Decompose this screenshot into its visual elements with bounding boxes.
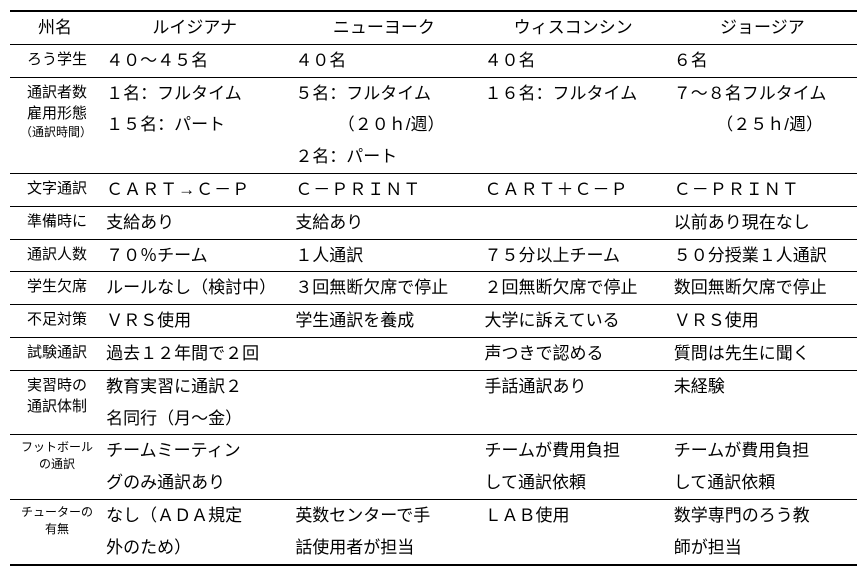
label-interp-count: 通訳人数 [10,239,100,272]
cell [289,403,478,435]
cell: チームが費用負担 [479,435,668,467]
row-absence: 学生欠席 ルールなし（検討中） ３回無断欠席で停止 ２回無断欠席で停止 数回無断… [10,272,857,305]
cell: 支給あり [289,206,478,239]
row-football: フットボール の通訳 チームミーティン チームが費用負担 チームが費用負担 [10,435,857,467]
row-practice: 実習時の 通訳体制 教育実習に通訳２ 手話通訳あり 未経験 [10,370,857,402]
cell: 手話通訳あり [479,370,668,402]
cell [289,467,478,499]
header-c2: ニューヨーク [289,11,478,44]
row-tutor: チューターの 有無 なし（ＡＤＡ規定 英数センターで手 ＬＡＢ使用 数学専門のろ… [10,499,857,531]
header-c3: ウィスコンシン [479,11,668,44]
cell: して通訳依頼 [479,467,668,499]
row-shortage: 不足対策 ＶＲＳ使用 学生通訳を養成 大学に訴えている ＶＲＳ使用 [10,305,857,338]
cell [479,532,668,565]
cell [668,141,857,173]
cell [668,403,857,435]
cell: して通訳依頼 [668,467,857,499]
cell: ３回無断欠席で停止 [289,272,478,305]
cell: １人通訳 [289,239,478,272]
label-students: ろう学生 [10,44,100,77]
cell: 以前あり現在なし [668,206,857,239]
cell [479,403,668,435]
header-c4: ジョージア [668,11,857,44]
row-football-2: グのみ通訳あり して通訳依頼 して通訳依頼 [10,467,857,499]
cell: （２５ｈ/週） [668,109,857,141]
cell: 学生通訳を養成 [289,305,478,338]
cell: 外のため） [100,532,289,565]
cell: １５名：パート [100,109,289,141]
cell: ６名 [668,44,857,77]
cell: 話使用者が担当 [289,532,478,565]
cell: ＬＡＢ使用 [479,499,668,531]
label-prep: 準備時に [10,206,100,239]
row-exam: 試験通訳 過去１２年間で２回 声つきで認める 質問は先生に聞く [10,337,857,370]
cell: 質問は先生に聞く [668,337,857,370]
cell: ２名：パート [289,141,478,173]
cell: ４０名 [479,44,668,77]
cell: チームが費用負担 [668,435,857,467]
label-absence: 学生欠席 [10,272,100,305]
cell [289,370,478,402]
label-practice: 実習時の 通訳体制 [10,370,100,435]
cell: なし（ＡＤＡ規定 [100,499,289,531]
label-exam: 試験通訳 [10,337,100,370]
cell [289,337,478,370]
row-interpreters-2: １５名：パート （２０ｈ/週） （２５ｈ/週） [10,109,857,141]
cell: ５０分授業１人通訳 [668,239,857,272]
cell: ５名：フルタイム [289,77,478,109]
cell: １名：フルタイム [100,77,289,109]
cell [479,109,668,141]
row-interpreters-3: ２名：パート [10,141,857,173]
row-interp-count: 通訳人数 ７０％チーム １人通訳 ７５分以上チーム ５０分授業１人通訳 [10,239,857,272]
cell: グのみ通訳あり [100,467,289,499]
header-label: 州名 [10,11,100,44]
row-practice-2: 名同行（月～金） [10,403,857,435]
label-tutor: チューターの 有無 [10,499,100,564]
label-football: フットボール の通訳 [10,435,100,500]
cell [479,206,668,239]
row-students: ろう学生 ４０～４５名 ４０名 ４０名 ６名 [10,44,857,77]
cell: 教育実習に通訳２ [100,370,289,402]
cell [289,435,478,467]
cell [100,141,289,173]
cell: １６名：フルタイム [479,77,668,109]
cell: Ｃ－ＰＲＩＮＴ [289,173,478,206]
row-tutor-2: 外のため） 話使用者が担当 師が担当 [10,532,857,565]
cell: 大学に訴えている [479,305,668,338]
cell: ルールなし（検討中） [100,272,289,305]
cell: 支給あり [100,206,289,239]
label-shortage: 不足対策 [10,305,100,338]
cell: Ｃ－ＰＲＩＮＴ [668,173,857,206]
cell: ７０％チーム [100,239,289,272]
cell: 過去１２年間で２回 [100,337,289,370]
cell: ４０名 [289,44,478,77]
cell: チームミーティン [100,435,289,467]
cell: 名同行（月～金） [100,403,289,435]
cell: 師が担当 [668,532,857,565]
cell: ＶＲＳ使用 [100,305,289,338]
cell: ４０～４５名 [100,44,289,77]
cell: （２０ｈ/週） [289,109,478,141]
row-prep: 準備時に 支給あり 支給あり 以前あり現在なし [10,206,857,239]
cell: 数回無断欠席で停止 [668,272,857,305]
cell: 英数センターで手 [289,499,478,531]
label-interpreters: 通訳者数 雇用形態 （通訳時間） [10,77,100,173]
cell [479,141,668,173]
comparison-table: 州名 ルイジアナ ニューヨーク ウィスコンシン ジョージア ろう学生 ４０～４５… [10,10,857,566]
cell: ＣＡＲＴ→Ｃ－Ｐ [100,173,289,206]
header-c1: ルイジアナ [100,11,289,44]
cell: ＶＲＳ使用 [668,305,857,338]
row-text-interp: 文字通訳 ＣＡＲＴ→Ｃ－Ｐ Ｃ－ＰＲＩＮＴ ＣＡＲＴ＋Ｃ－Ｐ Ｃ－ＰＲＩＮＴ [10,173,857,206]
cell: ２回無断欠席で停止 [479,272,668,305]
cell: 数学専門のろう教 [668,499,857,531]
label-text-interp: 文字通訳 [10,173,100,206]
cell: 声つきで認める [479,337,668,370]
cell: ７５分以上チーム [479,239,668,272]
cell: ７～８名フルタイム [668,77,857,109]
cell: ＣＡＲＴ＋Ｃ－Ｐ [479,173,668,206]
cell: 未経験 [668,370,857,402]
row-interpreters: 通訳者数 雇用形態 （通訳時間） １名：フルタイム ５名：フルタイム １６名：フ… [10,77,857,109]
